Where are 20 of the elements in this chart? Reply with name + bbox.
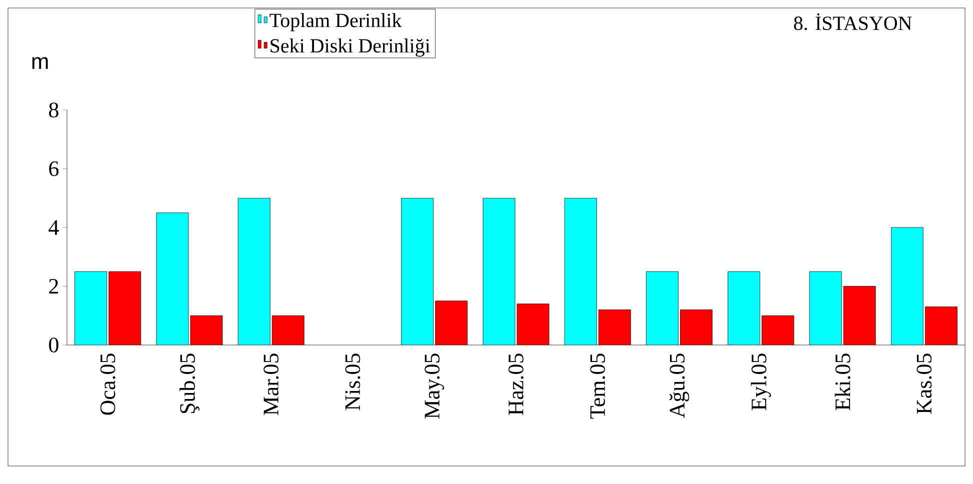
x-tick-label: Haz.05 [508,354,524,416]
y-tick-label: 0 [49,338,58,352]
x-tick-label: Şub.05 [179,354,200,414]
chart-title: 8. İSTASYON [794,13,912,30]
x-tick-label: May.05 [424,354,444,419]
x-tick-label: Tem.05 [590,354,606,419]
x-tick-label: Oca.05 [100,354,116,415]
x-tick-label: Mar.05 [264,354,279,416]
x-tick-label: Eki.05 [834,354,850,410]
legend-label: Seki Diski Derinliği [270,38,430,57]
y-tick-label: 4 [48,220,59,235]
y-tick-label: 6 [49,161,59,176]
x-tick-label: Eyl.05 [750,354,771,410]
y-tick-label: 2 [49,278,58,294]
y-tick-label: 8 [49,102,58,118]
x-tick-label: Ağu.05 [669,354,690,418]
y-axis-title: m [32,57,48,69]
legend-label: Toplam Derinlik [270,13,402,32]
x-tick-label: Kas.05 [916,354,932,414]
x-tick-label: Nis.05 [345,354,360,410]
